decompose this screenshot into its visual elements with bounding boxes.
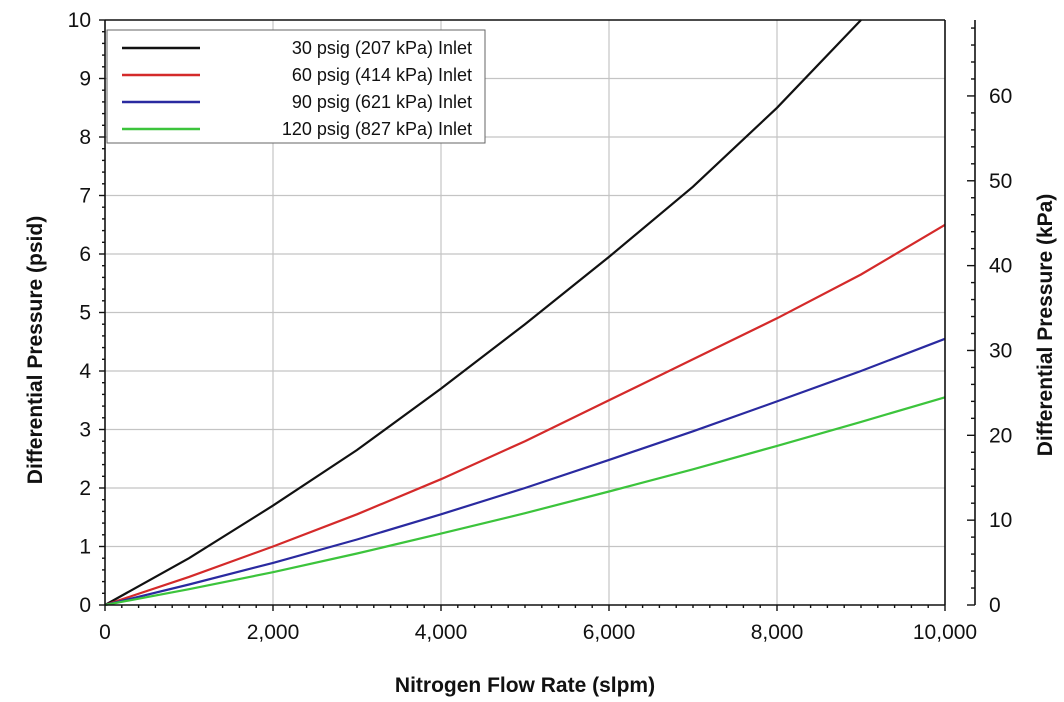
y-tick-label: 6 — [79, 243, 91, 266]
y-tick-label: 2 — [79, 477, 91, 500]
x-tick-label: 0 — [99, 621, 111, 644]
legend-label-2: 60 psig (414 kPa) Inlet — [292, 65, 472, 85]
y2-tick-label: 50 — [989, 170, 1012, 193]
legend-label-3: 90 psig (621 kPa) Inlet — [292, 92, 472, 112]
y-tick-label: 3 — [79, 419, 91, 442]
axes — [99, 19, 976, 611]
y-tick-label: 1 — [79, 536, 91, 559]
y-axis-title: Differential Pressure (psid) — [24, 216, 47, 484]
x-tick-label: 6,000 — [583, 621, 636, 644]
tick-labels: 0 1 2 3 4 5 6 7 8 9 10 0 2,000 4,000 6,000 8,000 10,000 0… — [68, 9, 1013, 644]
y2-tick-label: 40 — [989, 255, 1012, 278]
series-lines — [104, 19, 946, 607]
x-tick-label: 2,000 — [247, 621, 300, 644]
y-tick-label: 9 — [79, 68, 91, 91]
y-tick-label: 8 — [79, 126, 91, 149]
series-line-4 — [104, 396, 946, 607]
legend-label-4: 120 psig (827 kPa) Inlet — [282, 119, 472, 139]
y-tick-label: 4 — [79, 360, 91, 383]
x-tick-label: 10,000 — [913, 621, 977, 644]
y2-axis-title: Differential Pressure (kPa) — [1034, 194, 1057, 457]
y2-tick-label: 20 — [989, 424, 1012, 447]
y2-tick-label: 10 — [989, 509, 1012, 532]
y-tick-label: 7 — [79, 185, 91, 208]
y2-tick-label: 60 — [989, 85, 1012, 108]
y2-tick-label: 30 — [989, 339, 1012, 362]
y-tick-label: 5 — [79, 302, 91, 325]
y-tick-label: 0 — [79, 594, 91, 617]
y-tick-label: 10 — [68, 9, 91, 32]
series-line-1 — [104, 19, 862, 606]
series-line-2 — [104, 223, 946, 607]
x-tick-label: 4,000 — [415, 621, 468, 644]
legend-label-1: 30 psig (207 kPa) Inlet — [292, 38, 472, 58]
y2-tick-label: 0 — [989, 594, 1001, 617]
x-tick-label: 8,000 — [751, 621, 804, 644]
legend: 30 psig (207 kPa) Inlet 60 psig (414 kPa)… — [106, 29, 486, 144]
series-line-3 — [104, 337, 946, 607]
x-axis-title: Nitrogen Flow Rate (slpm) — [395, 674, 655, 697]
